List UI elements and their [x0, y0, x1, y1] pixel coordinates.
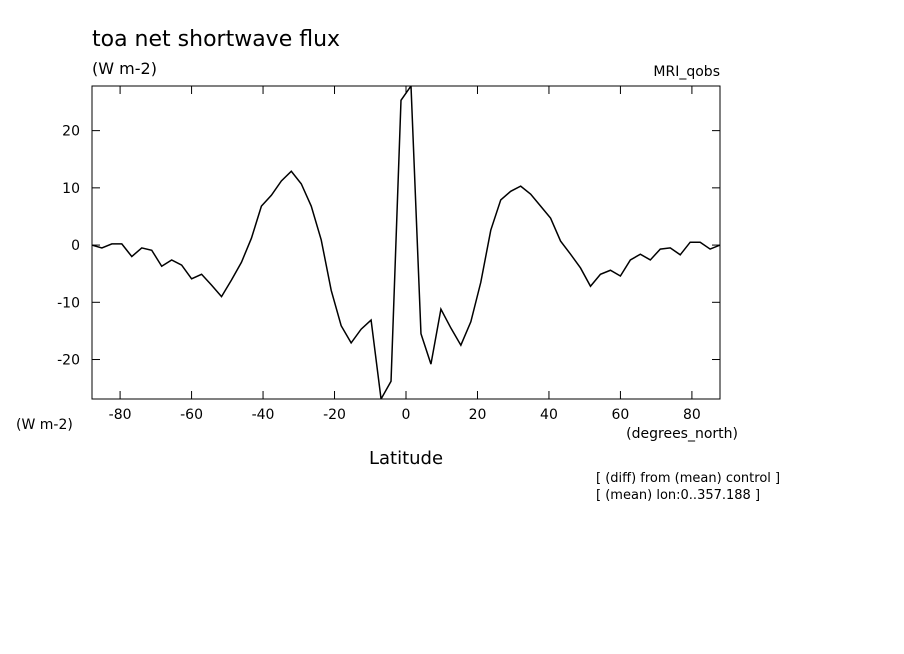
y-tick-label: 10 [62, 181, 80, 197]
y-axis-label: (W m-2) [16, 417, 73, 433]
x-tick-label: 20 [469, 407, 487, 423]
chart-title: toa net shortwave flux [92, 27, 340, 52]
note: [ (diff) from (mean) control ] [596, 471, 780, 486]
data-line [92, 86, 720, 399]
x-tick-label: 40 [540, 407, 558, 423]
dataset: MRI_qobs [653, 64, 720, 80]
y-tick-label: -20 [57, 353, 80, 369]
x-axis-label: Latitude [369, 448, 443, 469]
x-tick-label: -20 [323, 407, 346, 423]
x-tick-label: 0 [402, 407, 411, 423]
x-tick-label: -80 [109, 407, 132, 423]
x-tick-label: -40 [252, 407, 275, 423]
y-tick-label: 20 [62, 124, 80, 140]
units: (W m-2) [92, 59, 157, 78]
plot-frame [91, 85, 721, 400]
x-units: (degrees_north) [626, 426, 738, 442]
x-tick-label: -60 [180, 407, 203, 423]
y-tick-label: -10 [57, 295, 80, 311]
x-tick-label: 80 [683, 407, 701, 423]
note: [ (mean) lon:0..357.188 ] [596, 488, 760, 503]
y-tick-label: 0 [71, 238, 80, 254]
x-tick-label: 60 [612, 407, 630, 423]
